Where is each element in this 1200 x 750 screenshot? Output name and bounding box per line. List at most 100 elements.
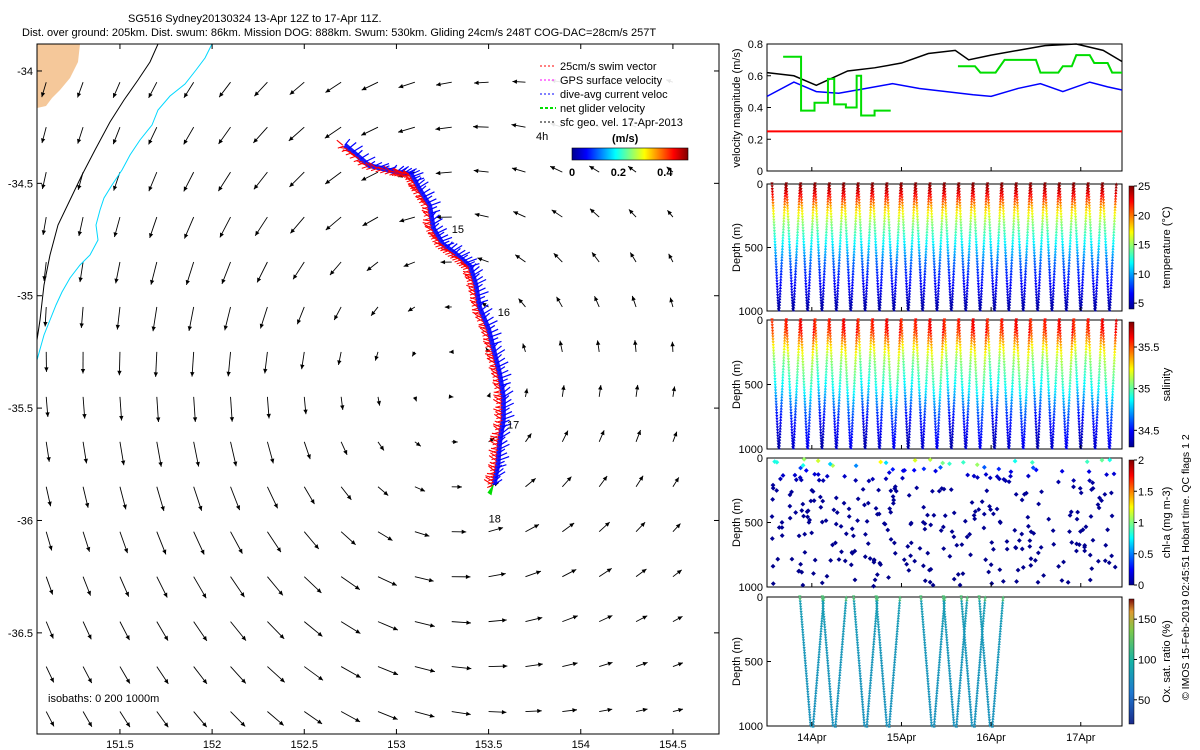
profile-marker bbox=[1047, 255, 1051, 259]
profile-marker bbox=[889, 271, 894, 276]
profile-marker bbox=[781, 238, 785, 242]
profile-marker bbox=[910, 383, 914, 387]
profile-marker bbox=[908, 271, 913, 276]
profile-marker bbox=[854, 204, 858, 208]
current-arrow-head bbox=[436, 215, 441, 220]
profile-marker bbox=[817, 257, 821, 262]
profile-marker bbox=[1077, 280, 1081, 284]
profile-marker bbox=[890, 417, 894, 421]
profile-marker bbox=[1025, 249, 1029, 253]
profile-marker bbox=[1102, 210, 1106, 214]
current-arrow-head bbox=[498, 526, 504, 531]
profile-marker bbox=[1034, 420, 1038, 424]
swim-vector bbox=[468, 285, 475, 288]
profile-marker bbox=[893, 282, 898, 287]
profile-marker bbox=[868, 358, 872, 362]
current-arrow-head bbox=[473, 168, 479, 174]
profile-marker bbox=[795, 235, 799, 239]
profile-marker bbox=[1022, 305, 1026, 309]
profile-marker bbox=[823, 395, 827, 399]
profile-marker bbox=[979, 437, 983, 441]
profile-marker bbox=[950, 443, 954, 447]
profile-marker bbox=[988, 366, 992, 370]
profile-marker bbox=[1054, 363, 1059, 368]
profile-marker bbox=[904, 266, 908, 270]
profile-marker bbox=[859, 372, 863, 376]
profile-marker bbox=[914, 185, 918, 189]
profile-marker bbox=[857, 196, 861, 200]
profile-marker bbox=[1002, 352, 1006, 356]
profile-marker bbox=[1016, 210, 1020, 214]
profile-marker bbox=[775, 277, 779, 281]
profile-marker bbox=[815, 215, 819, 220]
profile-marker bbox=[822, 266, 827, 270]
profile-marker bbox=[799, 182, 803, 186]
profile-marker bbox=[884, 190, 888, 194]
swim-vector bbox=[398, 172, 405, 175]
profile-marker bbox=[949, 440, 953, 444]
profile-marker bbox=[1031, 372, 1036, 376]
profile-marker bbox=[936, 302, 940, 306]
profile-marker bbox=[976, 414, 980, 419]
profile-marker bbox=[1077, 291, 1082, 295]
current-arrow-head bbox=[473, 124, 478, 129]
profile-marker bbox=[1010, 383, 1014, 387]
profile-marker bbox=[808, 269, 812, 273]
profile-marker bbox=[1075, 241, 1079, 245]
profile-marker bbox=[779, 403, 783, 407]
profile-marker bbox=[1080, 296, 1084, 301]
profile-marker bbox=[1043, 190, 1048, 194]
profile-marker bbox=[1027, 204, 1031, 208]
profile-marker bbox=[822, 417, 826, 421]
profile-marker bbox=[824, 369, 828, 373]
profile-marker bbox=[802, 392, 807, 396]
profile-marker bbox=[780, 397, 784, 402]
profile-marker bbox=[902, 380, 907, 385]
profile-marker bbox=[900, 193, 904, 197]
profile-marker bbox=[776, 302, 780, 306]
profile-marker bbox=[771, 338, 775, 342]
profile-marker bbox=[811, 199, 816, 203]
profile-marker bbox=[921, 299, 926, 303]
current-arrow-head bbox=[572, 661, 578, 667]
profile-marker bbox=[774, 266, 778, 270]
profile-marker bbox=[1041, 215, 1045, 220]
profile-marker bbox=[1048, 274, 1052, 278]
profile-marker bbox=[928, 324, 933, 328]
profile-marker bbox=[954, 213, 959, 217]
profile-marker bbox=[847, 280, 851, 284]
profile-marker bbox=[1023, 277, 1027, 281]
profile-marker bbox=[832, 412, 836, 416]
profile-marker bbox=[912, 196, 916, 200]
profile-marker bbox=[924, 238, 929, 242]
profile-marker bbox=[774, 255, 778, 259]
profile-marker bbox=[1002, 227, 1006, 231]
profile-marker bbox=[854, 341, 858, 345]
profile-marker bbox=[903, 383, 907, 387]
profile-marker bbox=[807, 423, 811, 427]
profile-marker bbox=[1057, 182, 1062, 186]
profile-marker bbox=[882, 221, 886, 225]
current-arrow-head bbox=[440, 259, 446, 265]
current-arrow-head bbox=[513, 211, 519, 216]
profile-marker bbox=[957, 332, 962, 336]
profile-marker bbox=[826, 332, 830, 336]
profile-marker bbox=[830, 377, 835, 382]
profile-marker bbox=[819, 429, 823, 433]
profile-marker bbox=[788, 386, 792, 390]
profile-marker bbox=[814, 201, 818, 206]
profile-marker bbox=[1107, 299, 1111, 303]
profile-marker bbox=[822, 414, 826, 419]
profile-marker bbox=[784, 182, 788, 186]
profile-marker bbox=[918, 409, 922, 413]
profile-marker bbox=[1030, 349, 1034, 353]
profile-marker bbox=[970, 329, 974, 333]
profile-marker bbox=[824, 377, 828, 382]
profile-marker bbox=[776, 296, 780, 301]
profile-marker bbox=[874, 389, 878, 393]
depth-tick-label: 500 bbox=[745, 243, 763, 255]
profile-marker bbox=[936, 437, 940, 441]
profile-marker bbox=[934, 434, 938, 438]
current-arrow-head bbox=[571, 569, 577, 574]
profile-marker bbox=[1108, 302, 1112, 306]
